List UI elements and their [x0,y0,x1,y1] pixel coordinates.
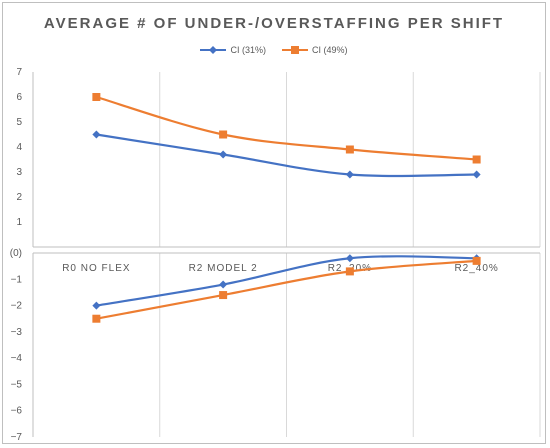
legend-item-ci-49: CI (49%) [282,45,348,55]
upper-series-line-ci-49 [96,95,477,161]
lower-y-tick-label: −5 [11,379,23,390]
upper-y-tick-label: 2 [16,192,22,203]
lower-point-ci-49 [219,291,228,300]
legend-item-ci-31: CI (31%) [200,45,266,55]
upper-point-ci-31 [345,170,354,179]
lower-y-tick-label: −6 [11,406,23,417]
upper-point-ci-31 [92,130,101,139]
lower-point-ci-49 [92,314,101,323]
upper-point-ci-49 [219,130,228,139]
legend-swatch-ci-31 [200,46,227,54]
category-label: R0 NO FLEX [62,263,130,274]
upper-y-tick-label: 3 [16,167,22,178]
lower-point-ci-31 [345,254,354,263]
upper-y-tick-label: 6 [16,92,22,103]
legend-label-ci-49: CI (49%) [312,45,348,55]
lower-point-ci-49 [345,267,354,276]
lower-y-tick-label: −1 [11,274,23,285]
legend-swatch-ci-49 [282,46,308,54]
upper-point-ci-49 [345,145,354,154]
lower-point-ci-49 [472,256,481,265]
lower-y-tick-label: −2 [11,301,23,312]
upper-point-ci-49 [92,93,101,101]
lower-y-tick-label: −3 [11,327,23,338]
legend: CI (31%) CI (49%) [3,45,545,55]
lower-point-ci-31 [219,280,228,289]
upper-y-tick-label: 4 [16,142,22,153]
chart-title: AVERAGE # OF UNDER-/OVERSTAFFING PER SHI… [43,15,505,32]
category-label: R2_40% [454,263,498,274]
lower-y-tick-label: −7 [11,432,23,443]
lower-point-ci-31 [92,301,101,310]
upper-y-tick-label: 5 [16,117,22,128]
legend-label-ci-31: CI (31%) [230,45,266,55]
lower-series-line-ci-31 [96,255,477,307]
lower-y-tick-label: −4 [11,353,23,364]
upper-y-tick-label: 1 [16,217,22,228]
lower-series-line-ci-49 [96,259,477,320]
chart-frame: AVERAGE # OF UNDER-/OVERSTAFFING PER SHI… [2,2,546,444]
upper-point-ci-31 [472,170,481,179]
upper-series-line-ci-31 [96,133,477,178]
upper-point-ci-31 [219,150,228,159]
upper-point-ci-49 [472,155,481,164]
upper-y-tick-label: 7 [16,67,22,78]
lower-y-tick-label: (0) [10,248,22,259]
category-label: R2 MODEL 2 [189,263,258,274]
